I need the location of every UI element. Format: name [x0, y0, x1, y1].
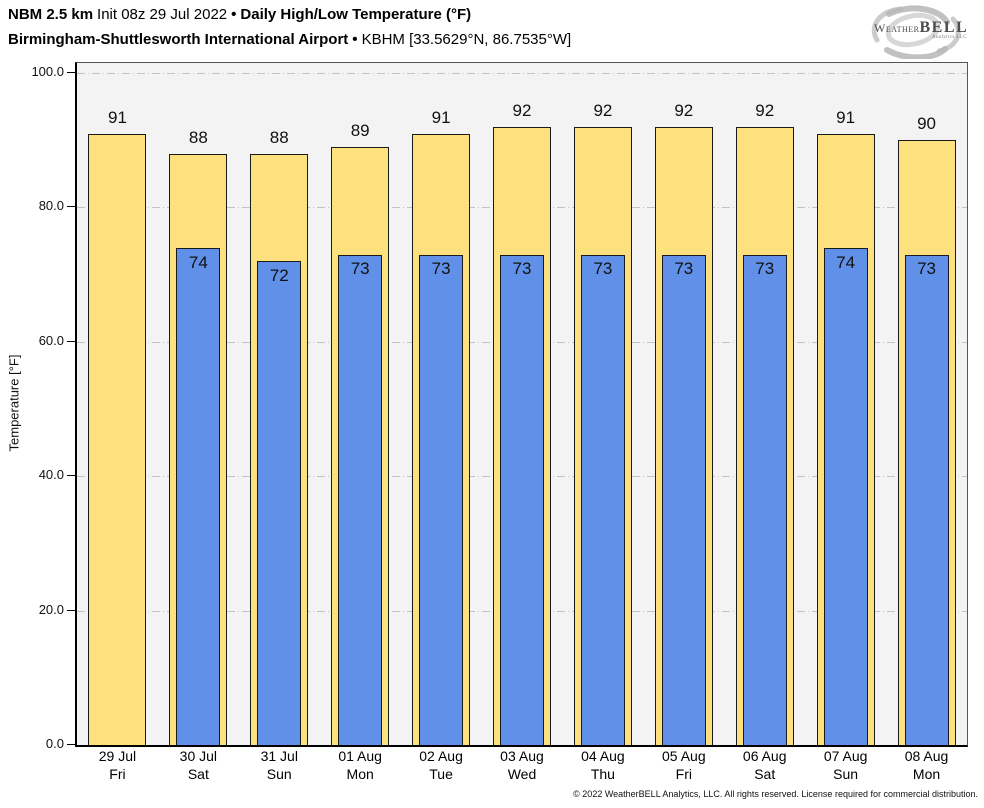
high-value-label-6: 92	[593, 100, 613, 120]
low-bar-3	[338, 254, 383, 745]
x-tick-day-9: Sun	[833, 766, 859, 782]
x-tick-label-10: 08 Aug Mon	[886, 747, 967, 783]
y-tick-label-40: 40.0	[38, 467, 64, 483]
x-tick-day-8: Sat	[754, 766, 776, 782]
y-tick-mark-20	[67, 609, 75, 611]
x-tick-date-9: 07 Aug	[823, 748, 868, 764]
x-tick-label-8: 06 Aug Sat	[724, 747, 805, 783]
low-value-label-4: 73	[431, 259, 451, 279]
y-tick-mark-100	[67, 72, 75, 74]
x-tick-day-7: Fri	[675, 766, 692, 782]
title-separator: •	[231, 6, 237, 23]
x-tick-day-1: Sat	[187, 766, 209, 782]
product-name: Daily High/Low Temperature (°F)	[240, 6, 472, 23]
high-value-label-9: 91	[836, 107, 856, 127]
gridline-100	[77, 73, 967, 75]
high-value-label-1: 88	[188, 127, 208, 147]
x-tick-date-10: 08 Aug	[904, 748, 949, 764]
high-value-label-5: 92	[512, 100, 532, 120]
high-value-label-7: 92	[674, 100, 694, 120]
x-tick-date-4: 02 Aug	[419, 748, 463, 764]
station-name: Birmingham-Shuttlesworth International A…	[8, 31, 349, 48]
low-bar-10	[904, 254, 949, 745]
y-tick-label-100: 100.0	[31, 64, 64, 80]
x-tick-date-0: 29 Jul	[98, 748, 137, 764]
chart-subtitle: Birmingham-Shuttlesworth International A…	[8, 31, 575, 48]
low-value-label-8: 73	[755, 259, 775, 279]
x-tick-label-5: 03 Aug Wed	[482, 747, 563, 783]
x-tick-label-3: 01 Aug Mon	[320, 747, 401, 783]
high-value-label-4: 91	[431, 107, 451, 127]
high-value-label-2: 88	[269, 127, 289, 147]
y-tick-mark-60	[67, 340, 75, 342]
logo-analytics-text: Analytics LLC	[931, 35, 967, 40]
x-tick-day-5: Wed	[507, 766, 537, 782]
x-tick-label-7: 05 Aug Fri	[643, 747, 724, 783]
x-tick-day-10: Mon	[912, 766, 941, 782]
low-bar-1	[176, 247, 221, 745]
low-value-label-6: 73	[593, 259, 613, 279]
hurricane-swirl-icon	[871, 5, 961, 59]
x-tick-label-6: 04 Aug Thu	[562, 747, 643, 783]
x-tick-date-2: 31 Jul	[260, 748, 298, 764]
low-value-label-10: 73	[917, 259, 936, 279]
low-value-label-3: 73	[350, 259, 370, 279]
x-tick-day-0: Fri	[109, 766, 126, 782]
logo-wordmark: WeatherBELL	[874, 19, 968, 37]
low-bar-5	[500, 254, 544, 745]
low-bar-9	[823, 247, 868, 745]
y-tick-label-20: 20.0	[38, 601, 64, 617]
x-tick-date-7: 05 Aug	[662, 748, 706, 764]
y-tick-label-80: 80.0	[38, 198, 64, 214]
copyright-text: © 2022 WeatherBELL Analytics, LLC. All r…	[573, 789, 978, 799]
init-time: Init 08z 29 Jul 2022	[97, 6, 228, 23]
low-value-label-7: 73	[674, 259, 694, 279]
x-tick-date-8: 06 Aug	[742, 748, 787, 764]
low-value-label-9: 74	[836, 252, 856, 272]
low-bar-8	[742, 254, 787, 745]
high-value-label-3: 89	[350, 121, 370, 140]
x-axis-tick-labels: 29 Jul Fri 30 Jul Sat 31 Jul Sun 01 Aug Mon 02 A…	[77, 747, 967, 787]
y-tick-label-60: 60.0	[38, 332, 64, 348]
x-tick-label-1: 30 Jul Sat	[158, 747, 239, 783]
low-value-label-1: 74	[188, 252, 208, 272]
x-tick-day-2: Sun	[266, 766, 292, 782]
x-tick-date-5: 03 Aug	[500, 748, 544, 764]
high-value-label-10: 90	[917, 114, 936, 134]
high-bar-0	[88, 133, 147, 745]
y-tick-mark-40	[67, 475, 75, 477]
x-tick-day-6: Thu	[590, 766, 615, 782]
high-value-label-0: 91	[107, 107, 127, 127]
x-tick-label-9: 07 Aug Sun	[805, 747, 886, 783]
low-bar-6	[580, 254, 625, 745]
x-tick-label-4: 02 Aug Tue	[401, 747, 482, 783]
logo-bell-text: BELL	[919, 19, 969, 36]
model-name: NBM 2.5 km	[8, 6, 94, 23]
y-tick-mark-80	[67, 206, 75, 208]
low-value-label-2: 72	[269, 266, 289, 286]
x-tick-date-3: 01 Aug	[338, 748, 382, 764]
station-id: KBHM [33.5629°N, 86.7535°W]	[361, 31, 572, 48]
x-tick-label-2: 31 Jul Sun	[239, 747, 320, 783]
plot-area: 91 88 74 88 72 89 73 91 73 92 73 92 73 92 73 92 73 91 74 90…	[75, 62, 968, 747]
x-tick-date-6: 04 Aug	[581, 748, 625, 764]
low-bar-2	[257, 261, 302, 745]
x-tick-day-3: Mon	[346, 766, 374, 782]
y-axis-tick-labels: 0.0 20.0 40.0 60.0 80.0 100.0	[0, 62, 64, 751]
low-bar-4	[419, 254, 464, 745]
y-tick-label-0: 0.0	[45, 736, 64, 751]
chart-title: NBM 2.5 km Init 08z 29 Jul 2022 • Daily Hig…	[8, 6, 475, 23]
y-tick-mark-0	[67, 744, 75, 745]
subtitle-separator: •	[352, 31, 358, 48]
logo-weather-text: Weather	[874, 21, 920, 35]
low-bar-7	[661, 254, 706, 745]
x-tick-date-1: 30 Jul	[179, 748, 218, 764]
low-value-label-5: 73	[512, 259, 532, 279]
high-value-label-8: 92	[755, 100, 775, 120]
x-tick-label-0: 29 Jul Fri	[77, 747, 158, 783]
x-tick-day-4: Tue	[429, 766, 453, 782]
weatherbell-logo: WeatherBELL Analytics LLC	[861, 2, 979, 59]
